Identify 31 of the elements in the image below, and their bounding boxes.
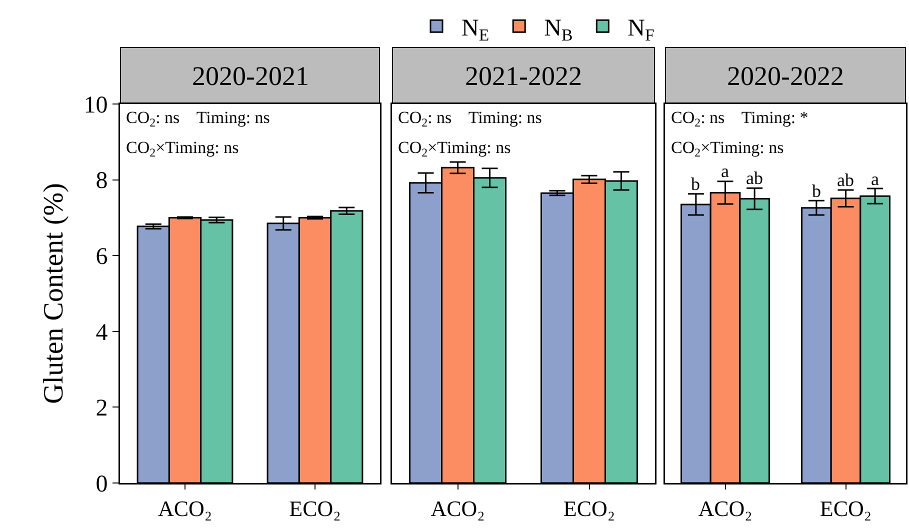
annotation: CO$_{2}$×Timing: ns [398, 138, 511, 160]
legend-label: N$_{F}$ [628, 15, 654, 44]
data-label: a [721, 161, 729, 181]
annotation: CO$_{2}$: ns Timing: ns [126, 108, 270, 130]
legend-label: N$_{E}$ [462, 15, 490, 44]
data-label: b [691, 174, 700, 194]
annotation: CO$_{2}$×Timing: ns [671, 138, 784, 160]
data-label: b [812, 181, 821, 201]
x-tick-label: ECO₂ [820, 496, 872, 521]
y-tick-label: 2 [96, 396, 108, 422]
chart-title: 2020-2021 [192, 61, 309, 91]
chart-title: 2020-2022 [727, 61, 844, 91]
x-tick-label: ECO₂ [563, 496, 616, 521]
data-label: a [871, 169, 879, 189]
data-label: ab [837, 170, 854, 190]
y-tick-label: 6 [96, 244, 108, 270]
y-tick-label: 8 [96, 168, 108, 194]
x-tick-label: ACO₂ [698, 496, 752, 521]
annotation: CO$_{2}$×Timing: ns [126, 138, 239, 160]
legend-label: N$_{B}$ [544, 15, 573, 44]
x-tick-label: ACO₂ [430, 496, 485, 521]
annotation: CO$_{2}$: ns Timing: * [671, 108, 808, 130]
chart-title: 2021-2022 [465, 61, 582, 91]
x-tick-label: ACO₂ [158, 496, 212, 521]
annotation: CO$_{2}$: ns Timing: ns [398, 108, 542, 130]
data-label: ab [746, 168, 763, 188]
x-tick-label: ECO₂ [289, 496, 341, 521]
y-tick-label: 10 [84, 92, 108, 118]
y-tick-label: 4 [96, 320, 108, 346]
y-axis-title: Gluten Content (%) [38, 183, 70, 404]
y-tick-label: 0 [96, 471, 108, 498]
